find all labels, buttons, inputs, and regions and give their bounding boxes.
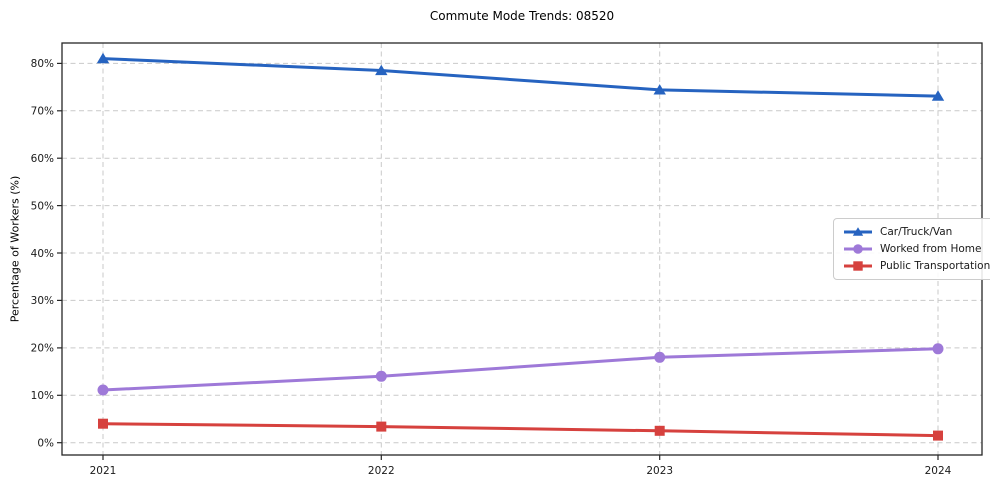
data-point-marker (97, 384, 109, 396)
data-point-marker (98, 418, 108, 429)
data-point-marker (96, 52, 110, 64)
y-tick-label: 60% (31, 153, 54, 165)
y-tick-label: 70% (31, 106, 54, 118)
legend-item: Public Transportation (843, 260, 990, 272)
x-tick-label: 2022 (368, 465, 395, 477)
series-line (101, 347, 940, 392)
legend-item: Worked from Home (843, 243, 990, 255)
legend-item: Car/Truck/Van (843, 226, 990, 238)
y-tick-label: 30% (31, 295, 54, 307)
data-point-marker (376, 421, 387, 432)
y-tick-label: 0% (37, 438, 54, 450)
data-point-marker (653, 84, 666, 95)
legend-triangle-icon (844, 227, 872, 236)
y-tick-label: 10% (31, 390, 54, 402)
data-point-marker (654, 425, 665, 436)
x-tick-label: 2021 (90, 465, 117, 477)
chart-title: Commute Mode Trends: 08520 (429, 9, 615, 23)
legend-circle-icon (844, 244, 872, 254)
series-line (101, 57, 940, 98)
legend-square-icon (844, 261, 872, 271)
data-point-marker (933, 430, 943, 441)
y-tick-label: 20% (31, 343, 54, 355)
legend-label: Car/Truck/Van (880, 226, 953, 238)
x-tick-label: 2024 (925, 465, 952, 477)
data-point-marker (375, 64, 388, 76)
legend: Car/Truck/Van Worked from Home Public Tran… (833, 218, 990, 280)
x-tick-label: 2023 (646, 465, 673, 477)
data-point-marker (375, 370, 387, 382)
series-line (101, 422, 940, 438)
data-point-marker (932, 343, 944, 355)
data-point-marker (654, 351, 666, 363)
y-tick-label: 50% (31, 200, 54, 212)
y-tick-label: 40% (31, 248, 54, 260)
y-tick-label: 80% (31, 58, 54, 70)
data-point-marker (931, 90, 945, 101)
legend-label: Worked from Home (880, 243, 982, 255)
legend-label: Public Transportation (880, 260, 990, 272)
